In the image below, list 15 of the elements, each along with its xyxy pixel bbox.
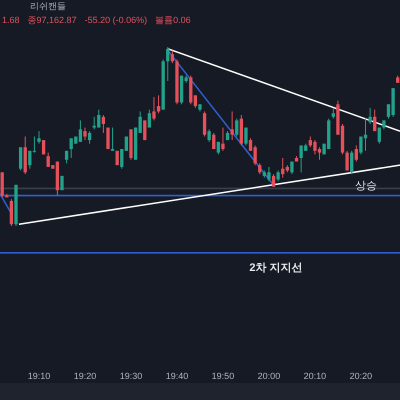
text: 볼륨0.06 (155, 15, 191, 25)
text: 1.68 (2, 15, 20, 25)
text: 종97,162.87 (28, 15, 77, 25)
x-tick-label: 19:50 (212, 371, 234, 381)
x-tick-label: 20:00 (258, 371, 280, 381)
x-tick-label: 19:10 (28, 371, 50, 381)
x-tick-label: 19:20 (74, 371, 96, 381)
x-tick-label: 20:20 (350, 371, 372, 381)
text: 리쉬캔들 (30, 1, 66, 11)
series-label: 상승 (355, 180, 377, 192)
ref-line-label: 2차 지지선 (249, 262, 303, 274)
x-tick-label: 19:30 (120, 371, 142, 381)
x-tick-label: 20:10 (304, 371, 326, 381)
text: -55.20 (-0.06%) (84, 15, 148, 25)
x-tick-label: 19:40 (166, 371, 188, 381)
